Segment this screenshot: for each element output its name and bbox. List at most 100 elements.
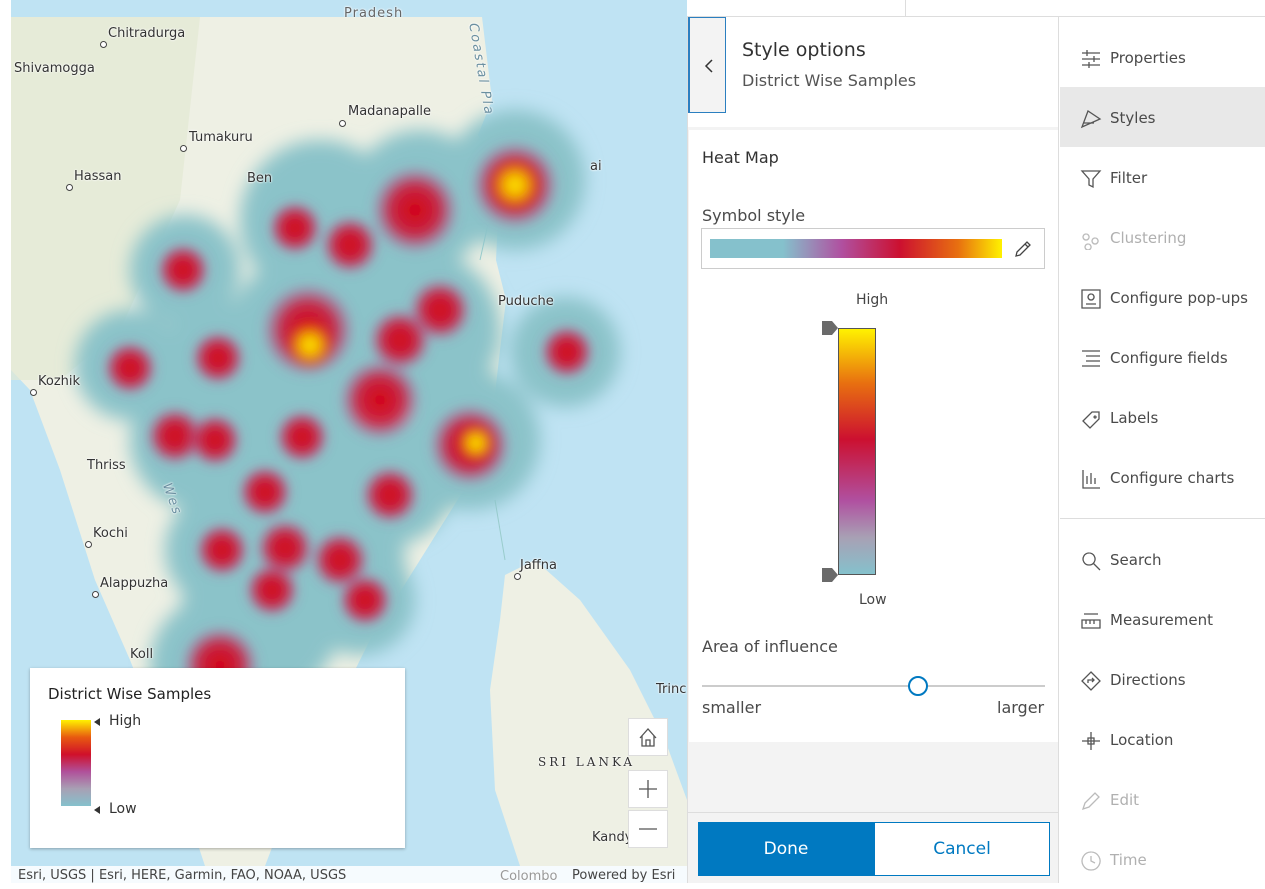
sidebar-label: Time (1110, 851, 1147, 869)
back-button[interactable] (688, 17, 726, 113)
sidebar-label: Clustering (1110, 229, 1187, 247)
field-label: Symbol style (702, 206, 806, 225)
panel-header (688, 17, 1058, 127)
sidebar-item[interactable]: Configure charts (1060, 447, 1265, 507)
done-button[interactable]: Done (698, 822, 874, 876)
vertical-ramp (838, 328, 876, 575)
sidebar-item[interactable]: Directions (1060, 649, 1265, 709)
sidebar-icon (1081, 851, 1101, 871)
sidebar-icon (1080, 110, 1102, 129)
sidebar-label: Configure fields (1110, 349, 1228, 367)
sidebar-icon (1082, 233, 1099, 250)
city-dot (100, 41, 107, 48)
map-label: SRI LANKA (538, 755, 636, 769)
legend-pointer (94, 806, 100, 814)
map-label: Kozhik (38, 374, 81, 389)
legend-low: Low (109, 801, 137, 817)
sidebar-label: Directions (1110, 671, 1186, 689)
sidebar-item: Edit (1060, 769, 1265, 829)
sidebar-item[interactable]: Styles (1060, 87, 1265, 147)
sidebar-label: Styles (1110, 109, 1156, 127)
legend: District Wise Samples High Low (30, 668, 405, 848)
sidebar-icon (1081, 613, 1101, 629)
edit-icon[interactable] (1012, 238, 1034, 260)
sidebar-icon (1081, 792, 1100, 811)
map-label: Shivamogga (14, 61, 95, 76)
map-label: Alappuzha (100, 576, 169, 591)
sidebar-item[interactable]: Configure fields (1060, 327, 1265, 387)
legend-high: High (109, 713, 142, 729)
style-panel: Style options District Wise Samples Heat… (687, 17, 1059, 883)
sidebar-item[interactable]: Location (1060, 709, 1265, 769)
ramp-handle[interactable] (821, 319, 839, 337)
map-label: Colombo (500, 869, 558, 883)
map-margin (0, 0, 11, 883)
sidebar-label: Properties (1110, 49, 1186, 67)
ramp-handle[interactable] (821, 566, 839, 584)
slider-max-label: larger (997, 698, 1045, 717)
sidebar-item[interactable]: Search (1060, 529, 1265, 589)
slider-track[interactable] (702, 685, 1045, 687)
sidebar-icon (1082, 470, 1100, 489)
section-title: Heat Map (702, 148, 779, 167)
sidebar-item: Time (1060, 829, 1265, 889)
map[interactable]: Pradesh Chitradurga Shivamogga Madanapal… (0, 0, 687, 883)
map-label: Chitradurga (108, 26, 186, 41)
map-label: Koll (130, 647, 154, 662)
slider-thumb[interactable] (908, 676, 928, 696)
sidebar-icon (1080, 170, 1102, 189)
zoom-out-button[interactable] (628, 810, 668, 848)
zoom-in-button[interactable] (628, 770, 668, 808)
sidebar-item[interactable]: Labels (1060, 387, 1265, 447)
map-label: Hassan (74, 169, 122, 184)
top-divider (905, 0, 906, 16)
ramp-low-label: Low (859, 592, 887, 608)
legend-ramp (61, 720, 91, 806)
map-label: Thriss (87, 458, 126, 473)
legend-title: District Wise Samples (48, 685, 212, 703)
sidebar-icon (1081, 289, 1101, 309)
city-dot (180, 145, 187, 152)
terrain (11, 17, 200, 380)
ramp-high-label: High (856, 292, 889, 308)
attribution-strip (0, 866, 687, 883)
sidebar-label: Filter (1110, 169, 1148, 187)
map-label: Kandy (592, 830, 633, 845)
sidebar-icon (1082, 732, 1100, 750)
heat-core (102, 140, 595, 705)
sidebar-item[interactable]: Configure pop-ups (1060, 267, 1265, 327)
slider-min-label: smaller (702, 698, 762, 717)
map-label: Pradesh (344, 6, 404, 21)
city-dot (66, 184, 73, 191)
sidebar-icon (1082, 350, 1100, 367)
city-dot (514, 573, 521, 580)
sidebar-divider (1060, 518, 1265, 519)
sidebar-icon (1081, 671, 1101, 691)
sidebar-item[interactable]: Measurement (1060, 589, 1265, 649)
sidebar-label: Search (1110, 551, 1162, 569)
home-button[interactable] (628, 718, 668, 756)
city-dot (339, 120, 346, 127)
map-label: Trinc (656, 682, 687, 697)
sidebar-label: Edit (1110, 791, 1140, 809)
sidebar-icon (1082, 411, 1100, 429)
color-ramp (710, 239, 1002, 258)
sidebar-label: Configure pop-ups (1110, 289, 1248, 307)
sidebar-item[interactable]: Filter (1060, 147, 1265, 207)
sidebar-label: Location (1110, 731, 1174, 749)
map-label: Puduche (498, 294, 554, 309)
panel-subtitle: District Wise Samples (742, 71, 917, 90)
sidebar-label: Configure charts (1110, 469, 1235, 487)
attribution: Esri, USGS | Esri, HERE, Garmin, FAO, NO… (18, 868, 347, 883)
city-dot (92, 591, 99, 598)
sidebar-item[interactable]: Properties (1060, 27, 1265, 87)
map-label: Tumakuru (189, 130, 253, 145)
sidebar-icon (1082, 552, 1101, 571)
sidebar-icon (1082, 50, 1100, 68)
cancel-button[interactable]: Cancel (874, 822, 1050, 876)
powered-by[interactable]: Powered by Esri (572, 868, 676, 883)
symbol-style-picker[interactable] (701, 228, 1045, 269)
map-label: Ben (247, 171, 273, 186)
map-label: Kochi (93, 526, 128, 541)
map-label: Madanapalle (348, 104, 432, 119)
